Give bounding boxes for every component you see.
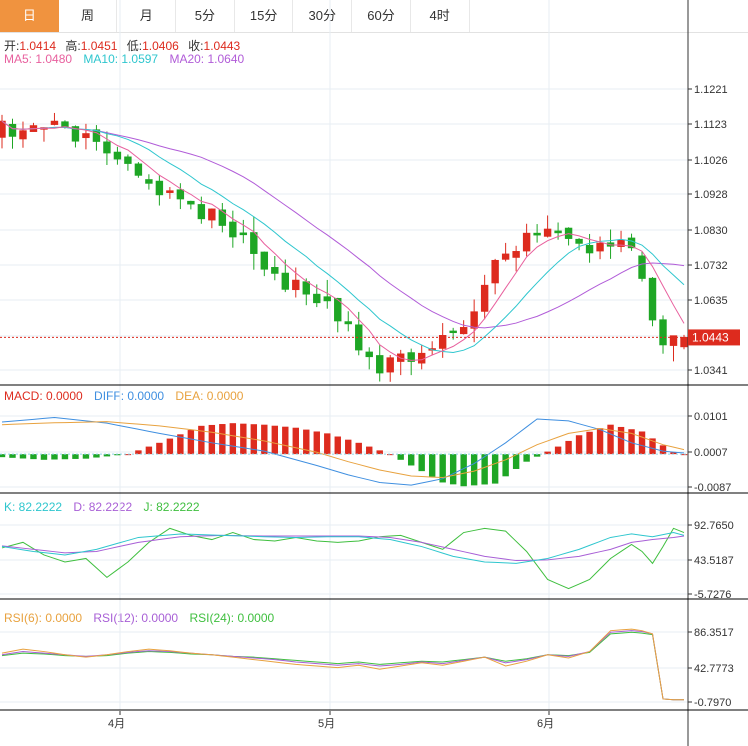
- svg-text:6月: 6月: [537, 718, 554, 730]
- svg-text:-0.0087: -0.0087: [694, 482, 731, 494]
- svg-text:1.0443: 1.0443: [692, 330, 729, 344]
- svg-text:4月: 4月: [108, 718, 125, 730]
- svg-text:1.0830: 1.0830: [694, 225, 728, 237]
- svg-text:5月: 5月: [318, 718, 335, 730]
- svg-text:1.0732: 1.0732: [694, 260, 728, 272]
- svg-text:-0.7970: -0.7970: [694, 697, 731, 709]
- svg-text:42.7773: 42.7773: [694, 663, 734, 675]
- svg-text:1.0635: 1.0635: [694, 295, 728, 307]
- svg-text:1.0341: 1.0341: [694, 365, 728, 377]
- svg-text:1.0928: 1.0928: [694, 189, 728, 201]
- svg-text:-5.7276: -5.7276: [694, 589, 731, 600]
- svg-text:92.7650: 92.7650: [694, 520, 734, 532]
- svg-text:86.3517: 86.3517: [694, 627, 734, 639]
- svg-text:0.0007: 0.0007: [694, 447, 728, 459]
- svg-text:1.1026: 1.1026: [694, 155, 728, 167]
- svg-text:43.5187: 43.5187: [694, 555, 734, 567]
- svg-text:1.1123: 1.1123: [694, 119, 727, 131]
- svg-text:1.1221: 1.1221: [694, 84, 728, 96]
- svg-text:0.0101: 0.0101: [694, 411, 728, 423]
